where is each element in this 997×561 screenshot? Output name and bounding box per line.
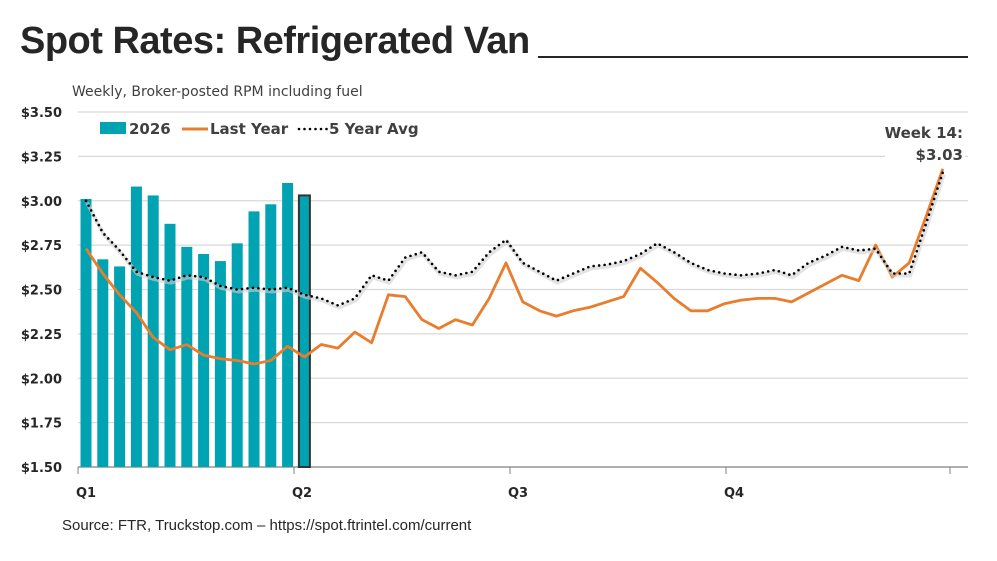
bar-2026-week-6: [164, 223, 176, 467]
legend-label-last-year: Last Year: [210, 120, 289, 138]
line-5yr-avg-shadow: [85, 173, 946, 310]
chart-subtitle: Weekly, Broker-posted RPM including fuel: [72, 84, 363, 100]
chart-title: Spot Rates: Refrigerated Van: [20, 20, 530, 62]
bar-2026-week-9: [214, 261, 226, 467]
bar-2026-week-3: [114, 266, 126, 467]
bar-2026-week-10: [231, 243, 243, 467]
y-tick-label: $2.00: [21, 372, 62, 387]
y-tick-label: $2.25: [21, 328, 62, 343]
y-tick-label: $3.25: [21, 150, 62, 165]
bar-2026-week-13: [282, 183, 294, 467]
line-5yr-avg: [84, 171, 945, 307]
x-tick-label: Q1: [76, 486, 96, 501]
x-tick-label: Q4: [724, 486, 744, 501]
bar-2026-week-5: [147, 195, 159, 468]
bar-2026-week-1: [80, 198, 92, 467]
x-tick-label: Q2: [292, 486, 312, 501]
bar-2026-week-2: [97, 259, 109, 467]
bar-2026-week-11: [248, 211, 260, 467]
y-tick-label: $1.50: [21, 461, 62, 476]
bar-2026-week-7: [181, 246, 193, 467]
bar-2026-week-4: [130, 186, 142, 468]
source-note: Source: FTR, Truckstop.com – https://spo…: [62, 517, 472, 534]
legend-label-5yr-avg: 5 Year Avg: [329, 120, 419, 138]
legend-swatch-2026: [100, 122, 126, 134]
y-tick-label: $3.00: [21, 195, 62, 210]
annotation-line2: $3.03: [916, 146, 963, 164]
annotation-bg: [885, 140, 965, 164]
bar-2026-week-8: [198, 254, 210, 467]
line-last-year: [84, 168, 945, 366]
bar-2026-week-12: [265, 204, 277, 468]
y-tick-label: $1.75: [21, 417, 62, 432]
legend-label-2026: 2026: [129, 120, 171, 138]
y-tick-label: $2.50: [21, 284, 62, 299]
y-tick-label: $2.75: [21, 239, 62, 254]
title-rule: [538, 56, 968, 58]
y-tick-label: $3.50: [21, 106, 62, 121]
annotation-line1: Week 14:: [885, 124, 963, 142]
bar-2026-week-14: [297, 194, 311, 469]
x-tick-label: Q3: [508, 486, 528, 501]
